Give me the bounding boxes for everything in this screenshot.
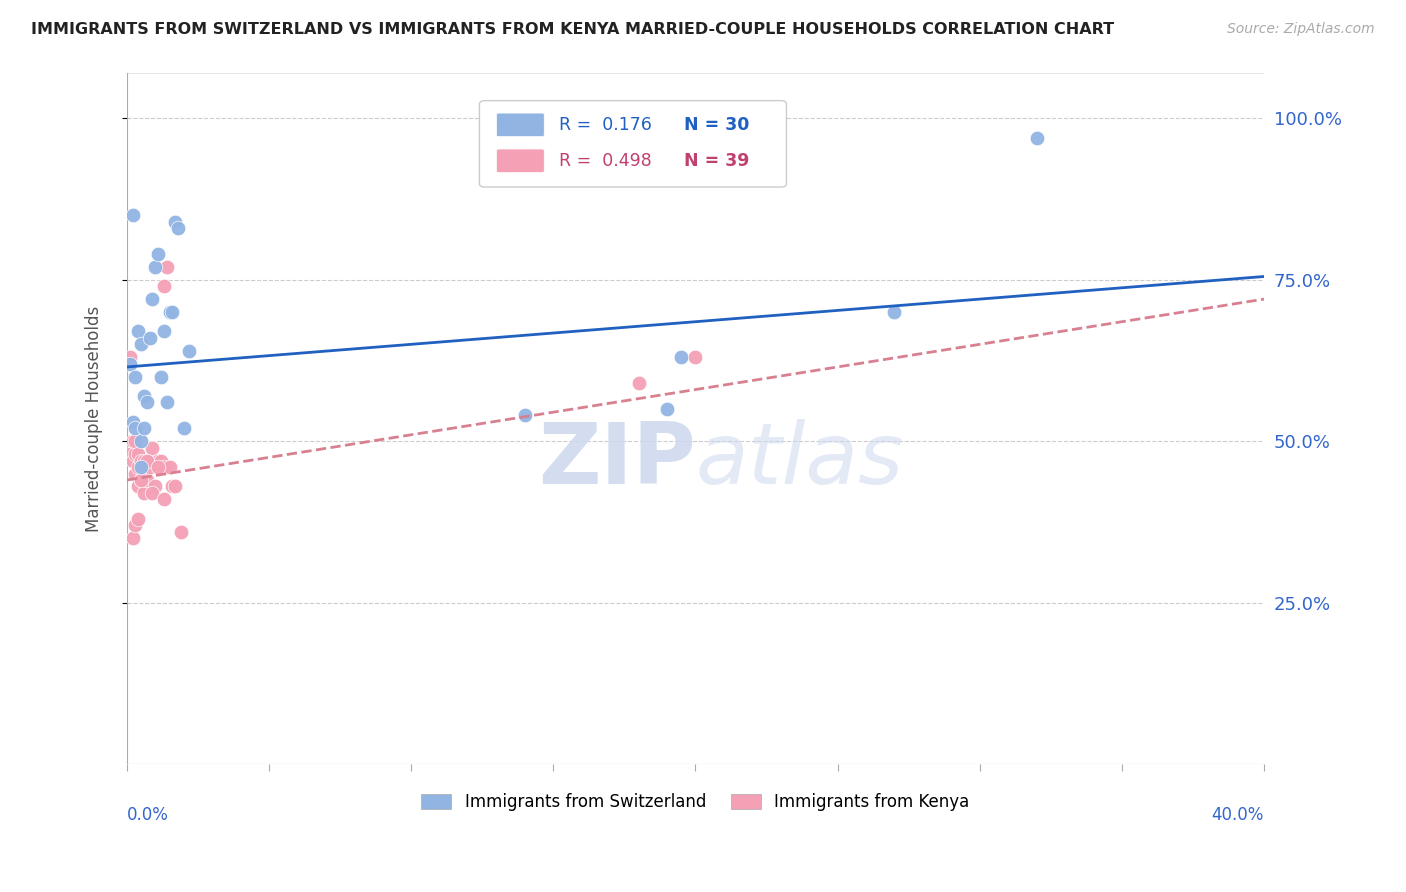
Point xyxy=(121,453,143,467)
FancyBboxPatch shape xyxy=(496,113,544,136)
Text: 40.0%: 40.0% xyxy=(1212,805,1264,823)
Point xyxy=(124,467,146,481)
Point xyxy=(156,395,179,409)
Point xyxy=(138,331,160,345)
Point xyxy=(143,260,166,274)
Point xyxy=(141,292,163,306)
Point xyxy=(156,260,179,274)
Point xyxy=(121,434,143,449)
FancyBboxPatch shape xyxy=(479,101,786,187)
Point xyxy=(121,415,143,429)
FancyBboxPatch shape xyxy=(496,149,544,172)
Point xyxy=(159,460,181,475)
Point xyxy=(118,447,141,461)
Point xyxy=(127,460,149,475)
Point xyxy=(170,524,193,539)
Point xyxy=(127,447,149,461)
Point xyxy=(129,473,152,487)
Point xyxy=(153,279,176,293)
Text: R =  0.498: R = 0.498 xyxy=(560,152,652,169)
Point xyxy=(153,492,176,507)
Point xyxy=(162,479,184,493)
Text: N = 39: N = 39 xyxy=(685,152,749,169)
Point xyxy=(167,221,190,235)
Point xyxy=(150,369,173,384)
Point xyxy=(513,409,536,423)
Point xyxy=(671,351,693,365)
Point xyxy=(153,325,176,339)
Point xyxy=(121,208,143,222)
Point xyxy=(165,479,187,493)
Point xyxy=(132,460,155,475)
Point xyxy=(132,389,155,403)
Point xyxy=(655,401,678,416)
Point xyxy=(148,247,170,261)
Point xyxy=(135,395,157,409)
Point xyxy=(135,453,157,467)
Point xyxy=(132,486,155,500)
Point xyxy=(121,531,143,545)
Point xyxy=(165,214,187,228)
Point xyxy=(127,512,149,526)
Point xyxy=(141,441,163,455)
Y-axis label: Married-couple Households: Married-couple Households xyxy=(86,305,103,532)
Point xyxy=(129,337,152,351)
Point xyxy=(124,447,146,461)
Point xyxy=(129,473,152,487)
Point xyxy=(129,453,152,467)
Point xyxy=(627,376,650,390)
Point xyxy=(127,479,149,493)
Point xyxy=(173,421,195,435)
Point xyxy=(132,421,155,435)
Point xyxy=(124,421,146,435)
Text: IMMIGRANTS FROM SWITZERLAND VS IMMIGRANTS FROM KENYA MARRIED-COUPLE HOUSEHOLDS C: IMMIGRANTS FROM SWITZERLAND VS IMMIGRANT… xyxy=(31,22,1114,37)
Point xyxy=(118,357,141,371)
Point xyxy=(129,460,152,475)
Point xyxy=(883,305,905,319)
Point xyxy=(124,434,146,449)
Point xyxy=(1025,130,1047,145)
Text: ZIP: ZIP xyxy=(537,418,696,501)
Point xyxy=(179,343,201,358)
Legend: Immigrants from Switzerland, Immigrants from Kenya: Immigrants from Switzerland, Immigrants … xyxy=(415,787,976,818)
Point xyxy=(148,453,170,467)
Point xyxy=(132,453,155,467)
Point xyxy=(124,518,146,533)
Text: 0.0%: 0.0% xyxy=(127,805,169,823)
Text: atlas: atlas xyxy=(696,418,904,501)
Text: Source: ZipAtlas.com: Source: ZipAtlas.com xyxy=(1227,22,1375,37)
Point xyxy=(135,473,157,487)
Point xyxy=(127,325,149,339)
Point xyxy=(685,351,707,365)
Text: N = 30: N = 30 xyxy=(685,116,749,134)
Point xyxy=(138,460,160,475)
Point xyxy=(148,460,170,475)
Point xyxy=(141,486,163,500)
Point xyxy=(143,479,166,493)
Point xyxy=(135,453,157,467)
Point xyxy=(118,351,141,365)
Point xyxy=(159,305,181,319)
Point xyxy=(150,453,173,467)
Text: R =  0.176: R = 0.176 xyxy=(560,116,652,134)
Point xyxy=(124,369,146,384)
Point xyxy=(162,305,184,319)
Point xyxy=(129,434,152,449)
Point xyxy=(153,460,176,475)
